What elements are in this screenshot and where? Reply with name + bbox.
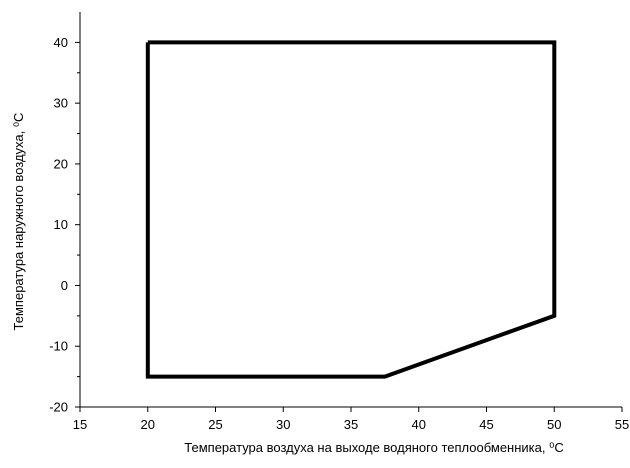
x-tick-label: 20 [141, 417, 155, 432]
x-axis-title: Температура воздуха на выходе водяного т… [184, 440, 563, 455]
x-tick-label: 55 [615, 417, 629, 432]
y-tick-label: 20 [54, 156, 68, 171]
x-tick-label: 25 [208, 417, 222, 432]
series-line [145, 40, 557, 379]
x-tick-label: 40 [412, 417, 426, 432]
y-tick-label: -20 [49, 400, 68, 415]
y-tick-label: 30 [54, 96, 68, 111]
y-axis-title: Температура наружного воздуха, ⁰С [11, 113, 26, 331]
series [145, 40, 557, 379]
y-tick-label: 10 [54, 217, 68, 232]
y-tick-label: -10 [49, 339, 68, 354]
y-tick-label: 0 [61, 278, 68, 293]
ticks: 15 20 25 30 35 40 45 50 55 -20 -10 0 10 20 30 40 [49, 35, 629, 432]
x-tick-label: 15 [73, 417, 87, 432]
x-tick-label: 45 [479, 417, 493, 432]
y-tick-label: 40 [54, 35, 68, 50]
x-tick-label: 35 [344, 417, 358, 432]
axes [79, 12, 622, 408]
x-tick-label: 30 [276, 417, 290, 432]
x-tick-label: 50 [547, 417, 561, 432]
